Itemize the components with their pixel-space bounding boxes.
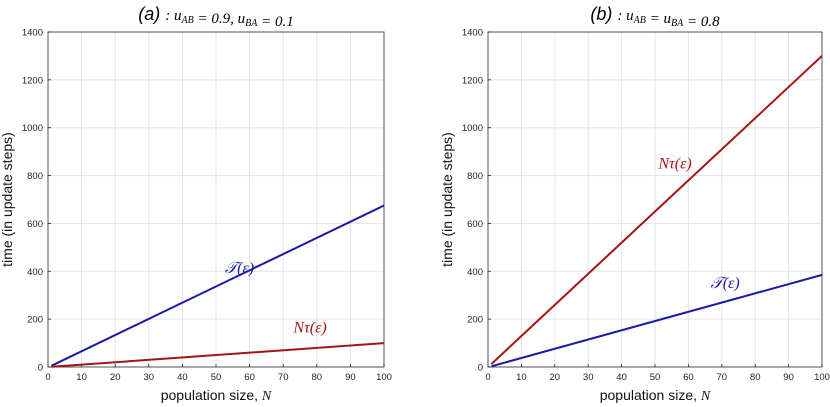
y-tick-label: 0: [478, 363, 483, 374]
y-tick-label: 1200: [22, 75, 43, 86]
x-tick-label: 50: [650, 372, 661, 383]
y-tick-label: 1000: [462, 123, 483, 134]
x-tick-label: 60: [683, 372, 694, 383]
series-line-2: [51, 342, 385, 368]
y-tick-label: 800: [27, 171, 43, 182]
y-tick-label: 1000: [22, 123, 43, 134]
x-tick-label: 90: [345, 372, 356, 383]
x-tick-label: 20: [110, 372, 121, 383]
x-tick-label: 90: [783, 372, 794, 383]
chart-title: (a) : uAB = 0.9, uBA = 0.1: [138, 4, 293, 30]
series-line-1: [490, 55, 823, 365]
x-tick-label: 70: [278, 372, 289, 383]
x-tick-label: 0: [45, 372, 50, 383]
chart-title: (b) : uAB = uBA = 0.8: [590, 4, 720, 30]
series-label: Nτ(ε): [292, 319, 326, 336]
x-tick-label: 30: [144, 372, 155, 383]
y-tick-label: 400: [27, 267, 43, 278]
x-tick-label: 80: [750, 372, 761, 383]
series-line-1: [50, 204, 385, 367]
y-tick-label: 1400: [462, 28, 483, 39]
x-tick-label: 30: [583, 372, 594, 383]
y-tick-label: 1200: [462, 75, 483, 86]
x-tick-label: 50: [211, 372, 222, 383]
series-line-2: [491, 273, 823, 368]
series-label: 𝒯(ε): [711, 275, 740, 292]
series-label: 𝒯(ε): [225, 260, 254, 277]
chart-panel-b: 0 10 20 30 40 50 60 70 80 90 100020040060080010001…: [439, 4, 830, 404]
y-tick-label: 800: [467, 171, 483, 182]
y-tick-label: 200: [27, 315, 43, 326]
x-tick-label: 20: [550, 372, 561, 383]
y-tick-label: 1400: [22, 28, 43, 39]
x-axis-label: population size, N: [161, 387, 272, 404]
x-tick-label: 100: [814, 372, 830, 383]
y-tick-label: 600: [467, 219, 483, 230]
x-axis-label: population size, N: [600, 387, 711, 404]
series-label: Nτ(ε): [657, 155, 691, 172]
y-tick-label: 600: [27, 219, 43, 230]
x-tick-label: 80: [312, 372, 323, 383]
y-axis-label: time (in update steps): [0, 132, 15, 267]
x-tick-label: 40: [616, 372, 627, 383]
y-tick-label: 400: [467, 267, 483, 278]
y-tick-label: 200: [467, 315, 483, 326]
x-tick-label: 10: [516, 372, 527, 383]
x-tick-label: 10: [76, 372, 87, 383]
x-tick-label: 70: [717, 372, 728, 383]
y-axis-label: time (in update steps): [439, 132, 455, 267]
x-tick-label: 0: [485, 372, 490, 383]
x-tick-label: 60: [244, 372, 255, 383]
y-tick-label: 0: [38, 363, 43, 374]
chart-panel-a: 0 10 20 30 40 50 60 70 80 90 100020040060080010001…: [0, 4, 392, 404]
x-tick-label: 40: [177, 372, 188, 383]
x-tick-label: 100: [376, 372, 392, 383]
